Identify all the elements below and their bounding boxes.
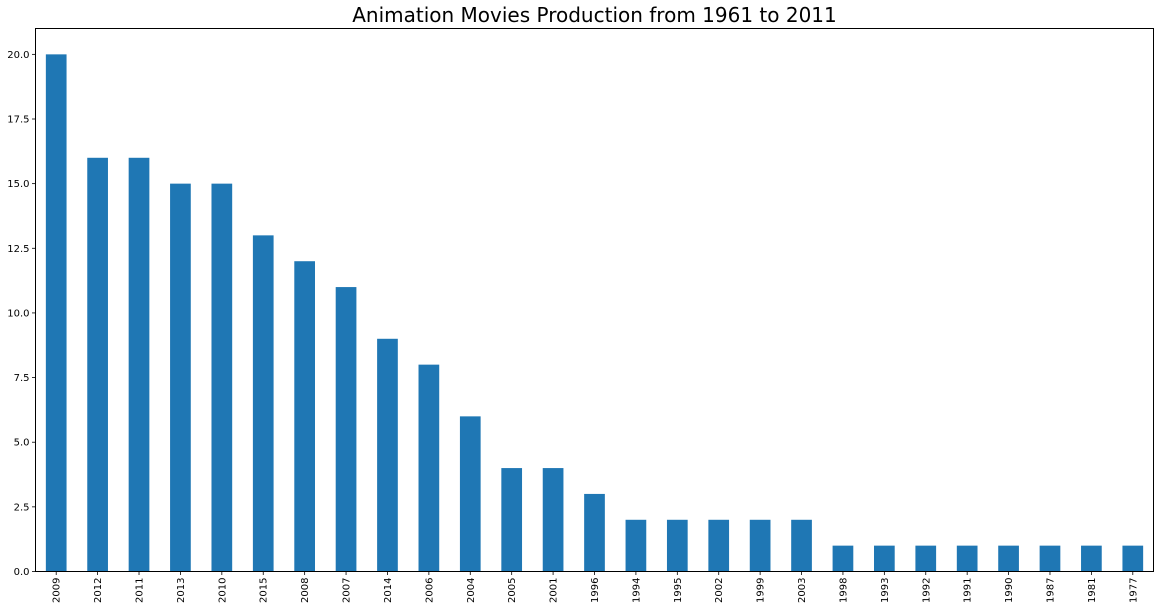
bar-2004 [459,416,481,572]
x-tick-label: 2007 [342,578,353,603]
x-tick-label: 2014 [383,578,394,603]
x-tick-label: 2004 [466,578,477,603]
x-tick-label: 2012 [93,578,104,603]
bar-2011 [128,157,150,572]
x-tick-label: 2011 [135,578,146,603]
bar-2014 [377,338,398,572]
bar-1998 [832,545,854,572]
y-tick-label: 7.5 [14,373,30,384]
y-tick-label: 2.5 [14,502,30,513]
chart-title: Animation Movies Production from 1961 to… [352,3,837,27]
plot-frame [35,28,1154,572]
x-tick-label: 1992 [921,578,932,603]
x-tick-label: 2006 [424,578,435,603]
bar-2015 [252,235,274,572]
x-tick-label: 1994 [631,578,642,603]
x-tick-label: 2010 [217,578,228,603]
bar-1992 [915,545,937,572]
x-tick-label: 2005 [507,578,518,603]
bar-1977 [1122,545,1144,572]
bar-2007 [335,287,357,572]
bar-1981 [1081,545,1102,572]
bar-1999 [749,519,771,572]
y-tick-label: 10.0 [7,308,29,319]
x-tick-label: 2002 [714,578,725,603]
y-tick-label: 17.5 [7,115,29,126]
bar-2002 [708,519,730,572]
x-tick-label: 1999 [756,578,767,603]
x-tick-label: 2008 [300,578,311,603]
bars-group [45,54,1144,572]
y-tick-label: 15.0 [7,179,29,190]
bar-1995 [666,519,688,572]
x-tick-label: 2013 [176,578,187,603]
bar-1994 [625,519,647,572]
x-tick-label: 2003 [797,578,808,603]
bar-2005 [501,468,523,572]
bar-1993 [874,545,895,572]
y-tick-label: 12.5 [7,244,29,255]
bar-1990 [998,545,1019,572]
bar-1991 [956,545,978,572]
y-tick-label: 5.0 [14,438,30,449]
bar-2013 [170,183,191,572]
x-tick-label: 1990 [1004,578,1015,603]
x-tick-label: 1993 [880,578,891,603]
bar-1987 [1039,545,1061,572]
bar-2001 [542,468,564,572]
x-tick-label: 1998 [838,578,849,603]
x-tick-label: 1981 [1087,578,1098,603]
x-tick-label: 1991 [963,578,974,603]
bar-2010 [211,183,233,572]
x-tick-label: 2015 [259,578,270,603]
x-tick-label: 1995 [673,578,684,603]
x-tick-label: 2009 [52,578,63,603]
bar-2008 [294,261,315,572]
bar-2006 [418,364,440,572]
x-tick-label: 1996 [590,578,601,603]
bar-2012 [87,157,108,572]
x-tick-label: 1977 [1128,578,1139,603]
y-tick-label: 0.0 [14,567,30,578]
y-tick-label: 20.0 [7,50,29,61]
bar-2003 [791,519,812,572]
x-axis: 2009 2012 2011 2013 2010 2015 2008 2007 2014 2006… [52,571,1139,603]
y-axis: 0.0 2.5 5.0 7.5 10.0 12.5 15.0 17.5 20.0 [7,50,36,578]
x-tick-label: 2001 [549,578,560,603]
bar-1996 [584,493,605,572]
bar-2009 [45,54,67,572]
x-tick-label: 1987 [1045,578,1056,603]
